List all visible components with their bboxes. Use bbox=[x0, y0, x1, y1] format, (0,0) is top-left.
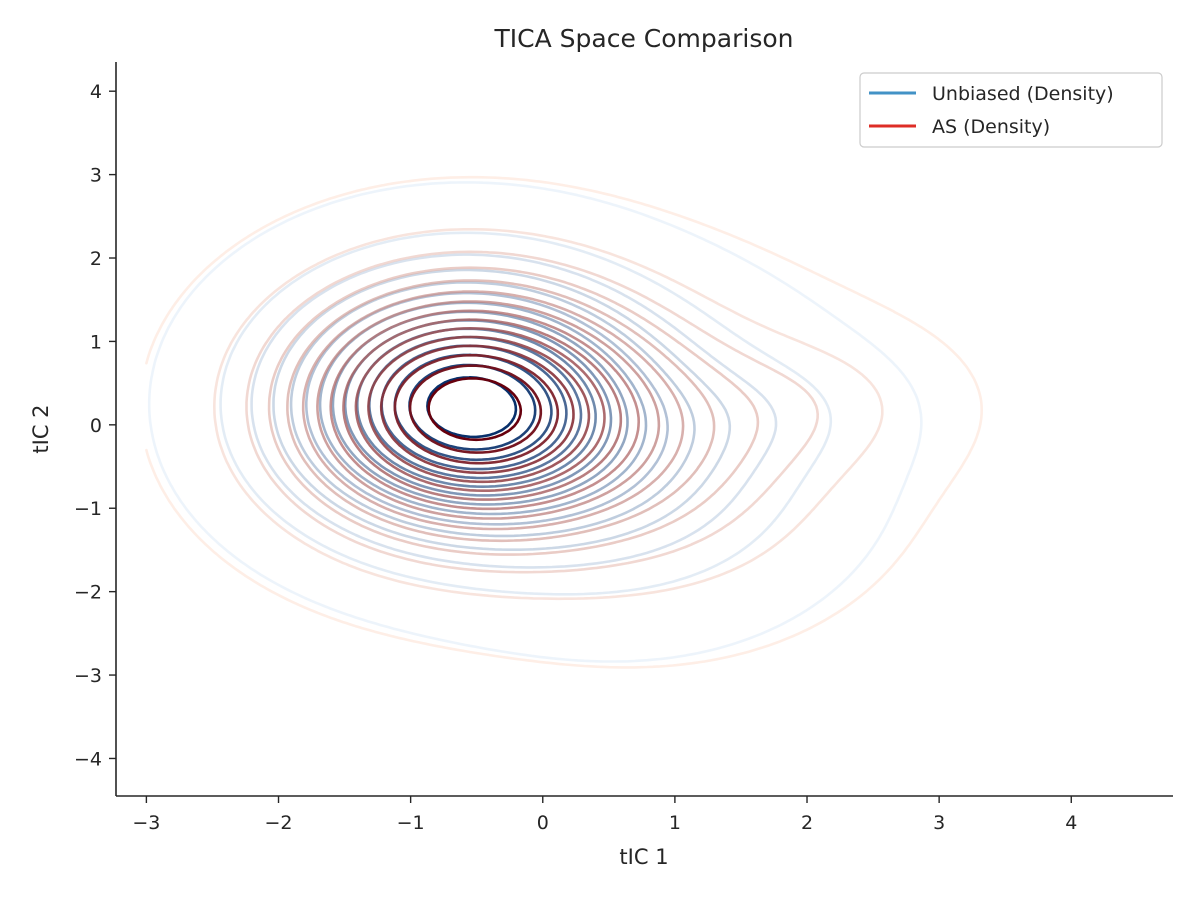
legend-frame bbox=[859, 72, 1163, 148]
contour-level bbox=[393, 353, 560, 465]
contour-level bbox=[267, 266, 760, 556]
x-tick-label: 4 bbox=[1065, 812, 1077, 834]
contour-level bbox=[408, 364, 543, 454]
y-tick-label: −4 bbox=[74, 748, 102, 770]
y-tick-label: 0 bbox=[90, 415, 102, 437]
contour-level bbox=[354, 327, 606, 492]
y-tick-label: −3 bbox=[74, 665, 102, 687]
contour-level bbox=[301, 290, 685, 531]
contour-level bbox=[329, 309, 640, 511]
legend-label-unbiased: Unbiased (Density) bbox=[932, 83, 1114, 105]
contour-level bbox=[289, 281, 696, 538]
contour-level bbox=[343, 319, 613, 497]
contours bbox=[145, 175, 983, 669]
contour-level bbox=[213, 228, 884, 601]
y-tick-label: −1 bbox=[74, 498, 102, 520]
contour-level bbox=[245, 250, 819, 574]
x-tick-label: −3 bbox=[132, 812, 160, 834]
contour-level bbox=[272, 268, 732, 551]
x-tick-label: 2 bbox=[801, 812, 813, 834]
contour-level bbox=[408, 363, 537, 451]
contour-level bbox=[367, 335, 591, 484]
contour-level bbox=[427, 377, 523, 442]
contour-level bbox=[342, 318, 623, 501]
contour-series-1 bbox=[145, 175, 983, 669]
chart-title: TICA Space Comparison bbox=[494, 24, 794, 53]
y-axis-label: tIC 2 bbox=[29, 404, 53, 453]
x-tick-label: −1 bbox=[397, 812, 425, 834]
contour-level bbox=[379, 344, 575, 475]
contour-level bbox=[219, 231, 833, 596]
y-tick-label: 4 bbox=[90, 81, 102, 103]
x-axis-ticks: −3 −2 −1 0 1 2 3 4 bbox=[132, 796, 1077, 834]
y-tick-label: 2 bbox=[90, 248, 102, 270]
contour-level bbox=[286, 279, 716, 543]
contour-level bbox=[147, 181, 923, 663]
y-tick-label: −2 bbox=[74, 582, 102, 604]
x-tick-label: 0 bbox=[537, 812, 549, 834]
legend: Unbiased (Density) AS (Density) bbox=[859, 72, 1163, 148]
legend-label-as: AS (Density) bbox=[932, 116, 1050, 138]
y-tick-label: 3 bbox=[90, 165, 102, 187]
contour-level bbox=[145, 175, 983, 669]
y-axis-ticks: −4 −3 −2 −1 0 1 2 3 4 bbox=[74, 81, 116, 770]
contour-level bbox=[331, 310, 629, 506]
x-axis-label: tIC 1 bbox=[619, 845, 668, 869]
contour-series-0 bbox=[147, 181, 923, 663]
x-tick-label: 3 bbox=[933, 812, 945, 834]
contour-level bbox=[250, 253, 778, 569]
contour-level bbox=[316, 300, 661, 520]
y-tick-label: 1 bbox=[90, 331, 102, 353]
x-tick-label: 1 bbox=[669, 812, 681, 834]
x-tick-label: −2 bbox=[265, 812, 293, 834]
